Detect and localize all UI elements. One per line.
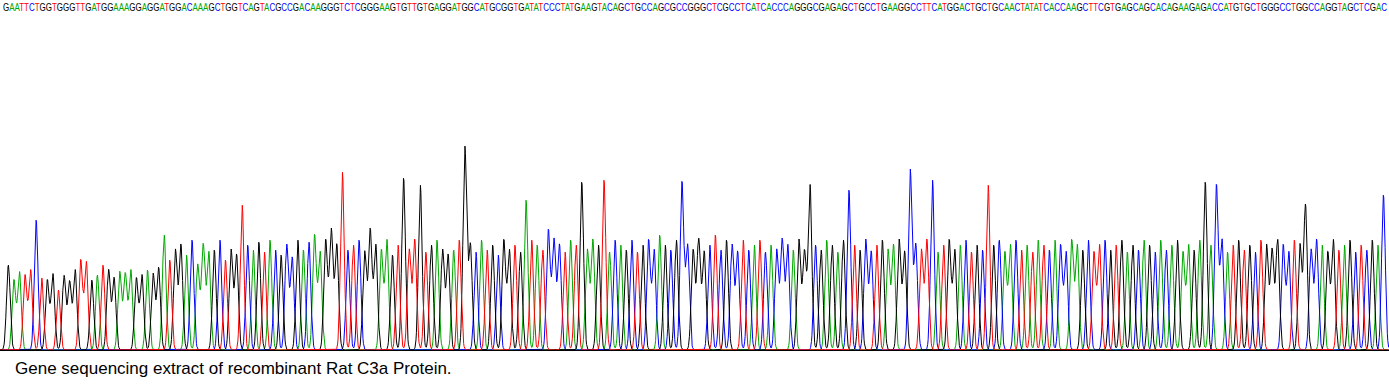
svg-text:GAATTCTGGTGGGTTGATGGAAAGGAGGAT: GAATTCTGGTGGGTTGATGGAAAGGAGGATGGACAAAGCT… xyxy=(3,2,1387,13)
html-text:Gene sequencing extract of rec: Gene sequencing extract of recombinant R… xyxy=(15,359,452,378)
